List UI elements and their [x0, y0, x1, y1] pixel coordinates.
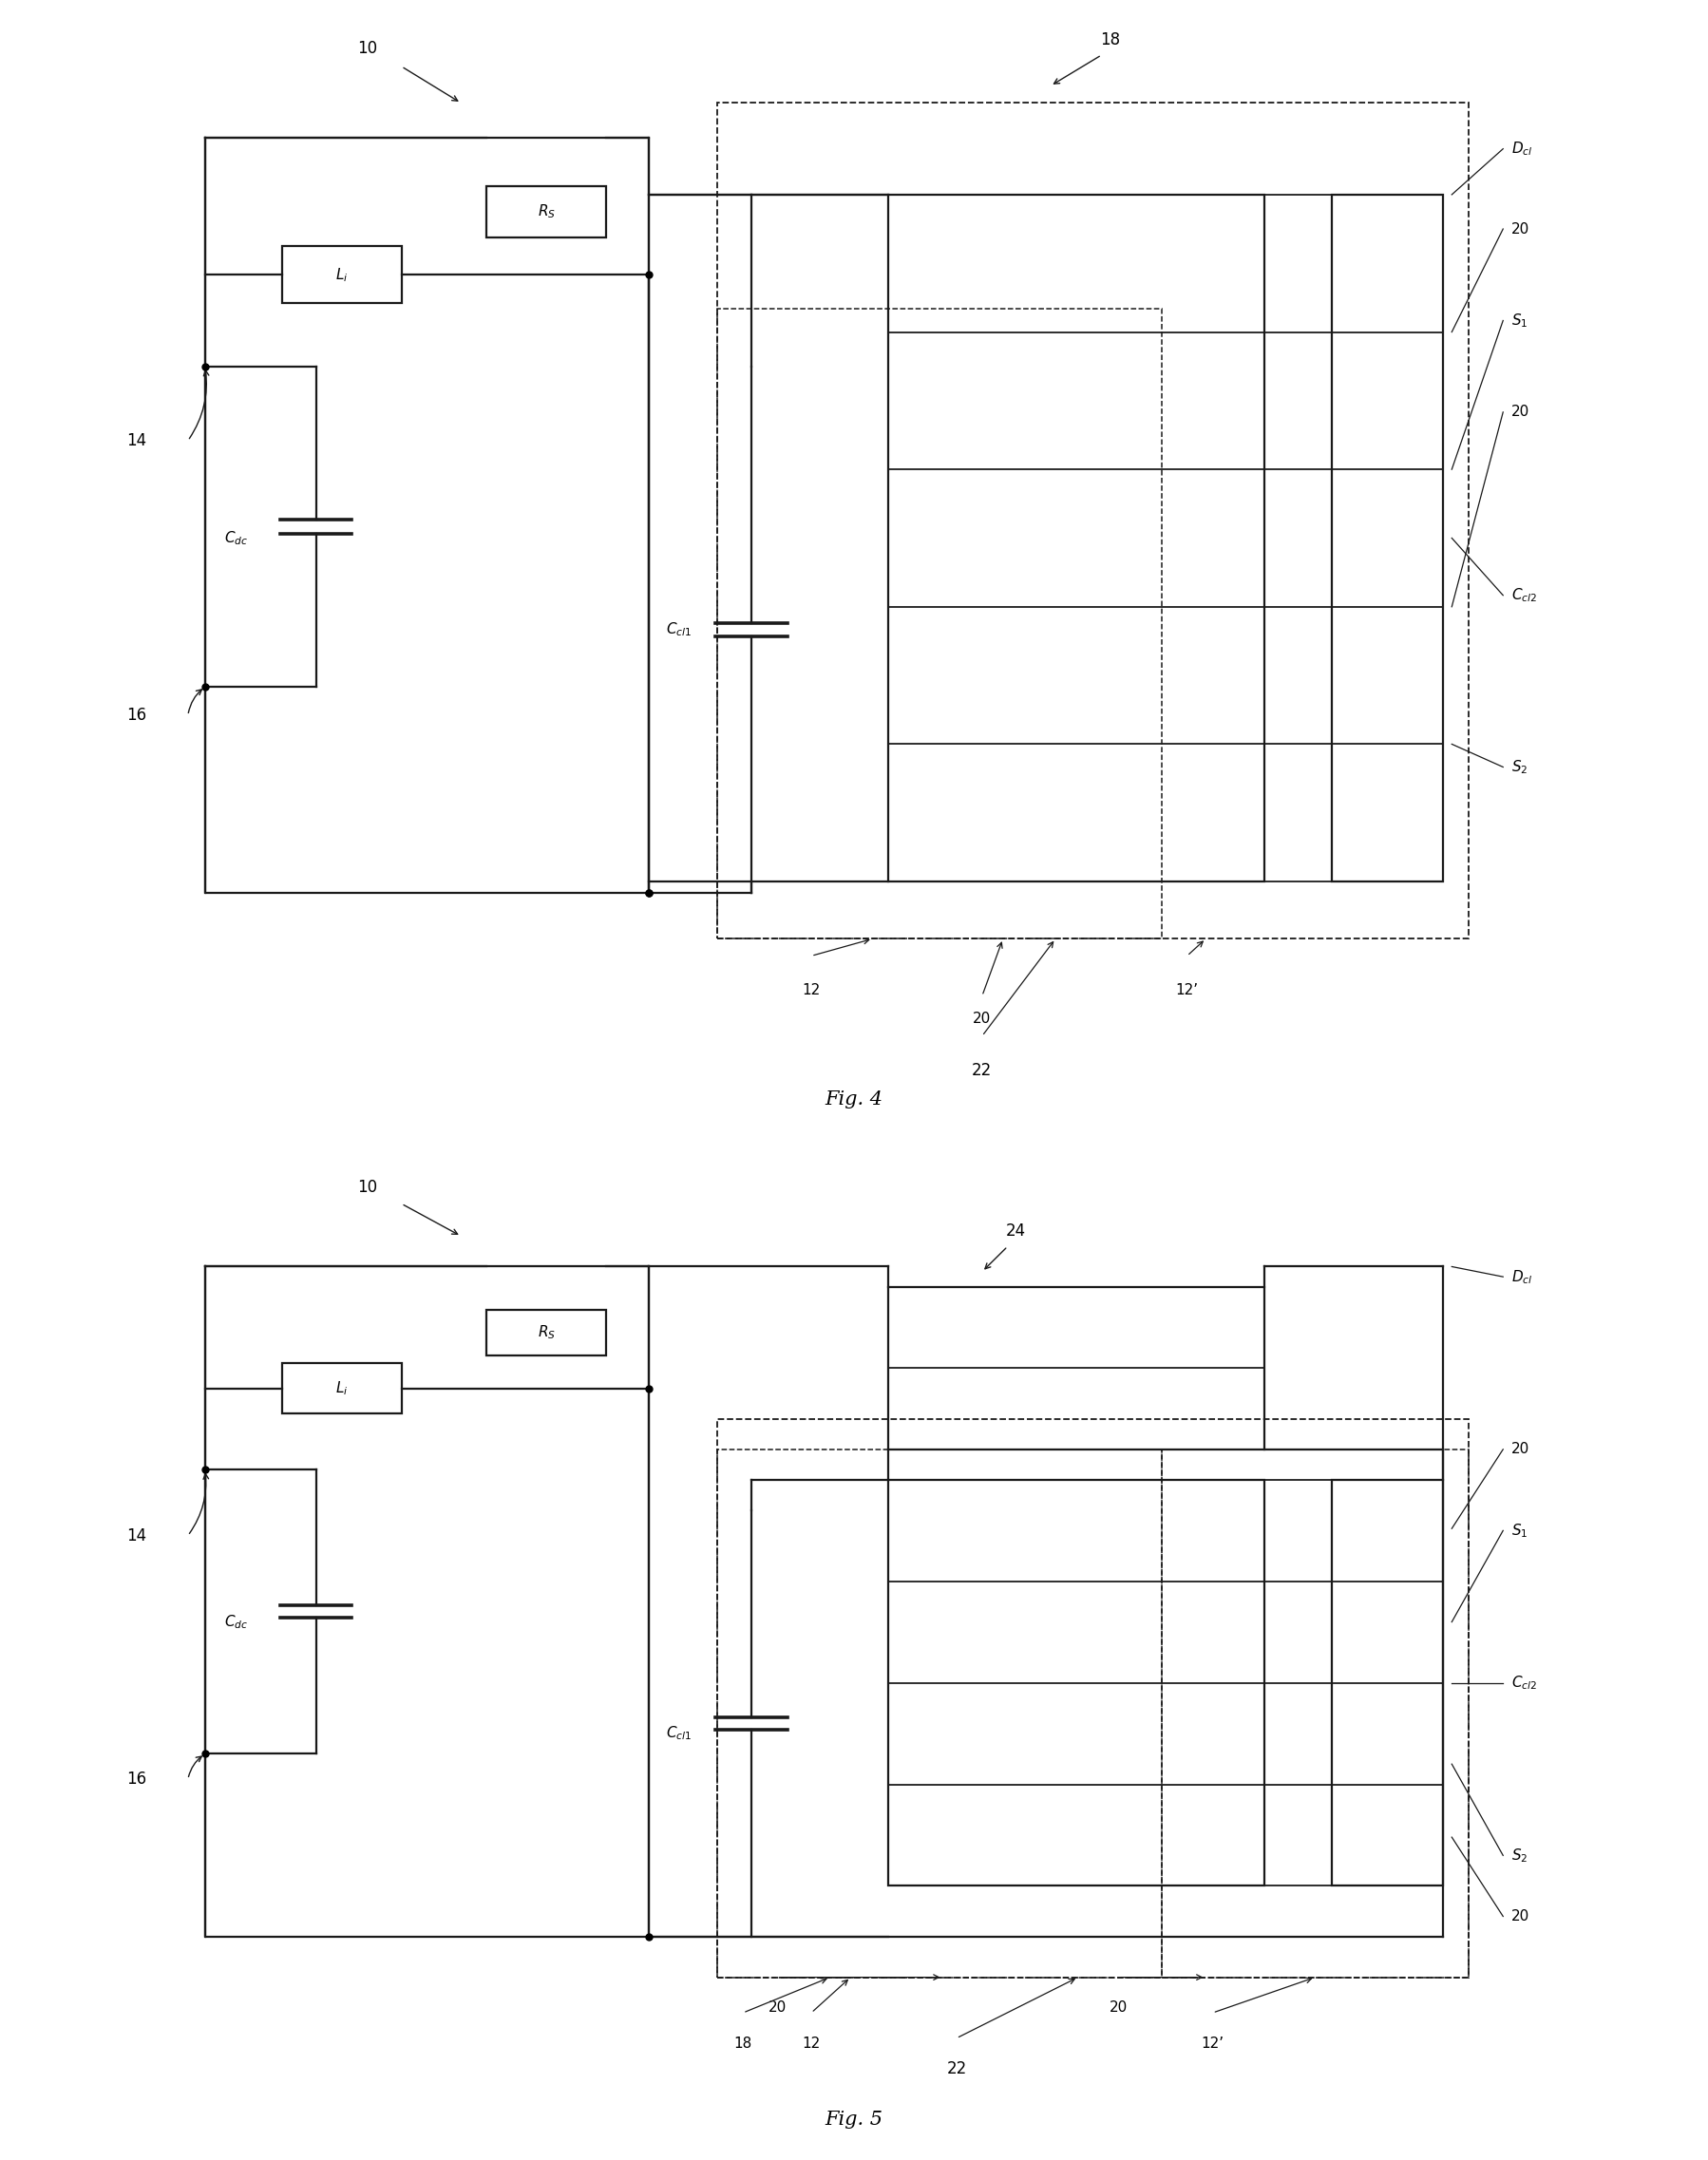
Text: $D_{cl}$: $D_{cl}$: [1512, 140, 1534, 158]
Text: 10: 10: [357, 39, 377, 56]
Text: $C_{cl1}$: $C_{cl1}$: [666, 1724, 692, 1743]
Text: 16: 16: [126, 1771, 147, 1788]
Text: 14: 14: [126, 432, 147, 449]
Bar: [282, 246, 401, 302]
Bar: [717, 309, 1161, 940]
Bar: [717, 104, 1469, 940]
Bar: [717, 1419, 1469, 1976]
Text: 20: 20: [1110, 2000, 1127, 2015]
Text: $C_{cl2}$: $C_{cl2}$: [1512, 1674, 1537, 1691]
Text: Fig. 5: Fig. 5: [825, 2110, 883, 2128]
Text: 18: 18: [1100, 32, 1120, 50]
Text: $R_S$: $R_S$: [538, 1324, 555, 1341]
Text: $C_{dc}$: $C_{dc}$: [224, 529, 248, 546]
Bar: [717, 1449, 1161, 1976]
Text: $C_{cl2}$: $C_{cl2}$: [1512, 585, 1537, 605]
Text: 22: 22: [946, 2061, 967, 2078]
Bar: [888, 1480, 1264, 1886]
Text: $S_1$: $S_1$: [1512, 311, 1529, 330]
Bar: [1332, 1480, 1443, 1886]
Text: 20: 20: [1512, 1443, 1530, 1456]
Text: Fig. 4: Fig. 4: [825, 1091, 883, 1108]
Text: $S_1$: $S_1$: [1512, 1521, 1529, 1540]
Text: 20: 20: [1512, 406, 1530, 419]
Text: 12ʼ: 12ʼ: [1201, 2037, 1225, 2050]
Text: 12ʼ: 12ʼ: [1175, 983, 1199, 998]
Text: $S_2$: $S_2$: [1512, 1847, 1529, 1864]
Bar: [888, 194, 1264, 881]
Bar: [1332, 194, 1443, 881]
Text: 14: 14: [126, 1527, 147, 1544]
Text: 16: 16: [126, 706, 147, 724]
Text: 12: 12: [803, 983, 820, 998]
Text: $D_{cl}$: $D_{cl}$: [1512, 1268, 1534, 1285]
Text: 24: 24: [1006, 1223, 1027, 1240]
Text: 20: 20: [1512, 222, 1530, 235]
Text: 20: 20: [974, 1011, 991, 1026]
Text: 12: 12: [803, 2037, 820, 2050]
Bar: [487, 186, 606, 238]
Text: 20: 20: [1512, 1909, 1530, 1922]
Text: 20: 20: [769, 2000, 786, 2015]
Text: $L_i$: $L_i$: [335, 266, 348, 283]
Text: 22: 22: [972, 1063, 992, 1080]
Bar: [282, 1363, 401, 1415]
Text: $L_i$: $L_i$: [335, 1380, 348, 1398]
Bar: [888, 1287, 1264, 1449]
Text: $C_{dc}$: $C_{dc}$: [224, 1614, 248, 1631]
Text: $R_S$: $R_S$: [538, 203, 555, 220]
Text: 10: 10: [357, 1179, 377, 1197]
Bar: [1161, 1449, 1469, 1976]
Text: $S_2$: $S_2$: [1512, 758, 1529, 775]
Bar: [487, 1309, 606, 1356]
Text: $C_{cl1}$: $C_{cl1}$: [666, 620, 692, 639]
Text: 18: 18: [734, 2037, 752, 2050]
